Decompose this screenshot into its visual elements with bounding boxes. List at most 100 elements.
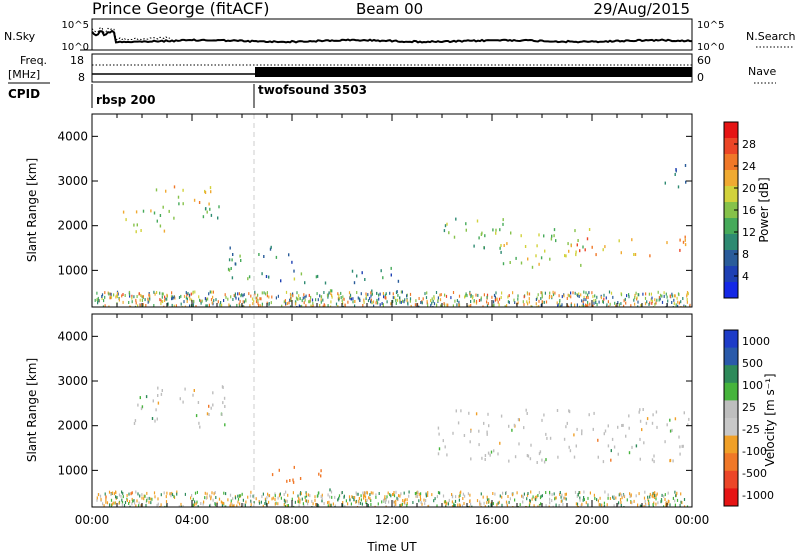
power-ground-cell <box>171 297 173 301</box>
velocity-echo-cell <box>538 452 541 456</box>
power-ground-cell <box>409 292 412 296</box>
velocity-ground-cell <box>505 491 507 495</box>
power-ground-cell <box>242 300 244 304</box>
power-colorbar-segment <box>724 154 738 171</box>
velocity-ground-cell <box>212 498 214 502</box>
power-ground-cell <box>540 297 542 301</box>
power-ground-cell <box>108 305 110 307</box>
power-echo-cell <box>380 269 382 273</box>
power-ground-cell <box>464 294 467 298</box>
velocity-echo-cell <box>639 408 641 412</box>
power-colorbar-segment <box>724 266 738 283</box>
velocity-ground-cell <box>342 501 344 504</box>
power-ground-cell <box>577 294 579 298</box>
power-ground-cell <box>483 293 485 297</box>
velocity-ground-cell <box>420 501 422 504</box>
power-ground-cell <box>650 298 652 302</box>
power-ground-cell <box>180 302 182 306</box>
power-ground-cell <box>207 297 209 301</box>
power-ground-cell <box>538 299 540 303</box>
velocity-ground-cell <box>664 493 666 497</box>
velocity-ground-cell <box>124 501 127 504</box>
velocity-ground-cell <box>234 496 237 500</box>
velocity-echo-cell <box>438 447 441 451</box>
power-ground-cell <box>605 296 607 300</box>
velocity-ground-cell <box>110 503 113 507</box>
power-ground-cell <box>582 300 584 304</box>
velocity-colorbar-segment <box>724 347 738 366</box>
velocity-ground-cell <box>638 492 640 496</box>
power-ground-cell <box>435 291 438 294</box>
velocity-ground-cell <box>363 496 365 500</box>
power-ground-cell <box>354 304 356 307</box>
velocity-ground-cell <box>307 493 310 497</box>
velocity-ground-cell <box>132 499 134 503</box>
power-echo-cell <box>293 269 295 273</box>
velocity-ground-cell <box>558 504 561 507</box>
velocity-ground-cell <box>305 492 308 496</box>
power-ground-cell <box>392 299 394 303</box>
power-ground-cell <box>658 298 660 302</box>
velocity-ground-cell <box>549 492 551 496</box>
velocity-ground-cell <box>193 503 196 507</box>
power-echo-cell <box>675 168 677 171</box>
velocity-cb-tick-label: -1000 <box>742 489 774 502</box>
power-ground-cell <box>433 302 436 306</box>
power-ground-cell <box>316 292 318 296</box>
power-echo-cell <box>294 300 297 304</box>
power-echo-cell <box>210 190 212 194</box>
power-ground-cell <box>682 297 684 300</box>
power-ground-cell <box>104 304 106 307</box>
velocity-ground-cell <box>490 503 492 507</box>
power-ground-cell <box>523 303 525 307</box>
velocity-ground-cell <box>665 501 667 505</box>
velocity-ground-cell <box>274 492 276 496</box>
velocity-echo-cell <box>357 492 359 496</box>
power-ground-cell <box>486 293 489 297</box>
power-ground-cell <box>625 301 627 305</box>
velocity-ground-cell <box>501 503 503 507</box>
power-ground-cell <box>552 293 555 297</box>
power-ground-cell <box>497 300 499 304</box>
velocity-ground-cell <box>205 496 207 500</box>
power-ground-cell <box>665 292 667 296</box>
power-ground-cell <box>141 295 143 299</box>
noise-left-tick-bottom: 10^0 <box>62 42 89 53</box>
velocity-ground-cell <box>232 497 234 501</box>
power-ground-cell <box>131 294 133 298</box>
power-ground-cell <box>644 296 647 300</box>
velocity-ground-cell <box>267 492 269 496</box>
velocity-echo-cell <box>588 413 590 417</box>
velocity-ground-cell <box>215 496 217 499</box>
power-colorbar-label: Power [dB] <box>757 177 771 242</box>
power-ground-cell <box>242 294 244 298</box>
velocity-ground-cell <box>448 498 450 502</box>
power-ground-cell <box>592 295 594 299</box>
velocity-ground-cell <box>492 492 494 495</box>
velocity-ground-cell <box>148 500 150 504</box>
velocity-ground-cell <box>355 500 357 504</box>
velocity-echo-cell <box>563 437 566 441</box>
velocity-ground-cell <box>352 496 354 499</box>
velocity-ground-cell <box>439 491 441 495</box>
velocity-ground-cell <box>453 502 455 506</box>
velocity-ground-cell <box>541 494 543 498</box>
power-echo-cell <box>229 246 231 250</box>
velocity-ground-cell <box>384 501 387 504</box>
power-ground-cell <box>603 293 605 297</box>
velocity-ground-cell <box>112 501 114 505</box>
velocity-ground-cell <box>612 495 614 499</box>
velocity-ground-cell <box>425 492 427 496</box>
power-ground-cell <box>433 296 435 300</box>
velocity-ground-cell <box>427 491 429 495</box>
power-echo-cell <box>135 210 138 214</box>
x-tick-label: 12:00 <box>375 513 410 527</box>
velocity-echo-cell <box>446 453 448 457</box>
velocity-echo-cell <box>475 412 478 416</box>
power-ground-cell <box>288 301 290 305</box>
power-ground-cell <box>560 305 562 307</box>
power-echo-cell <box>122 210 125 214</box>
velocity-colorbar-segment <box>724 365 738 384</box>
velocity-ground-cell <box>613 495 615 499</box>
power-ground-cell <box>171 291 173 295</box>
